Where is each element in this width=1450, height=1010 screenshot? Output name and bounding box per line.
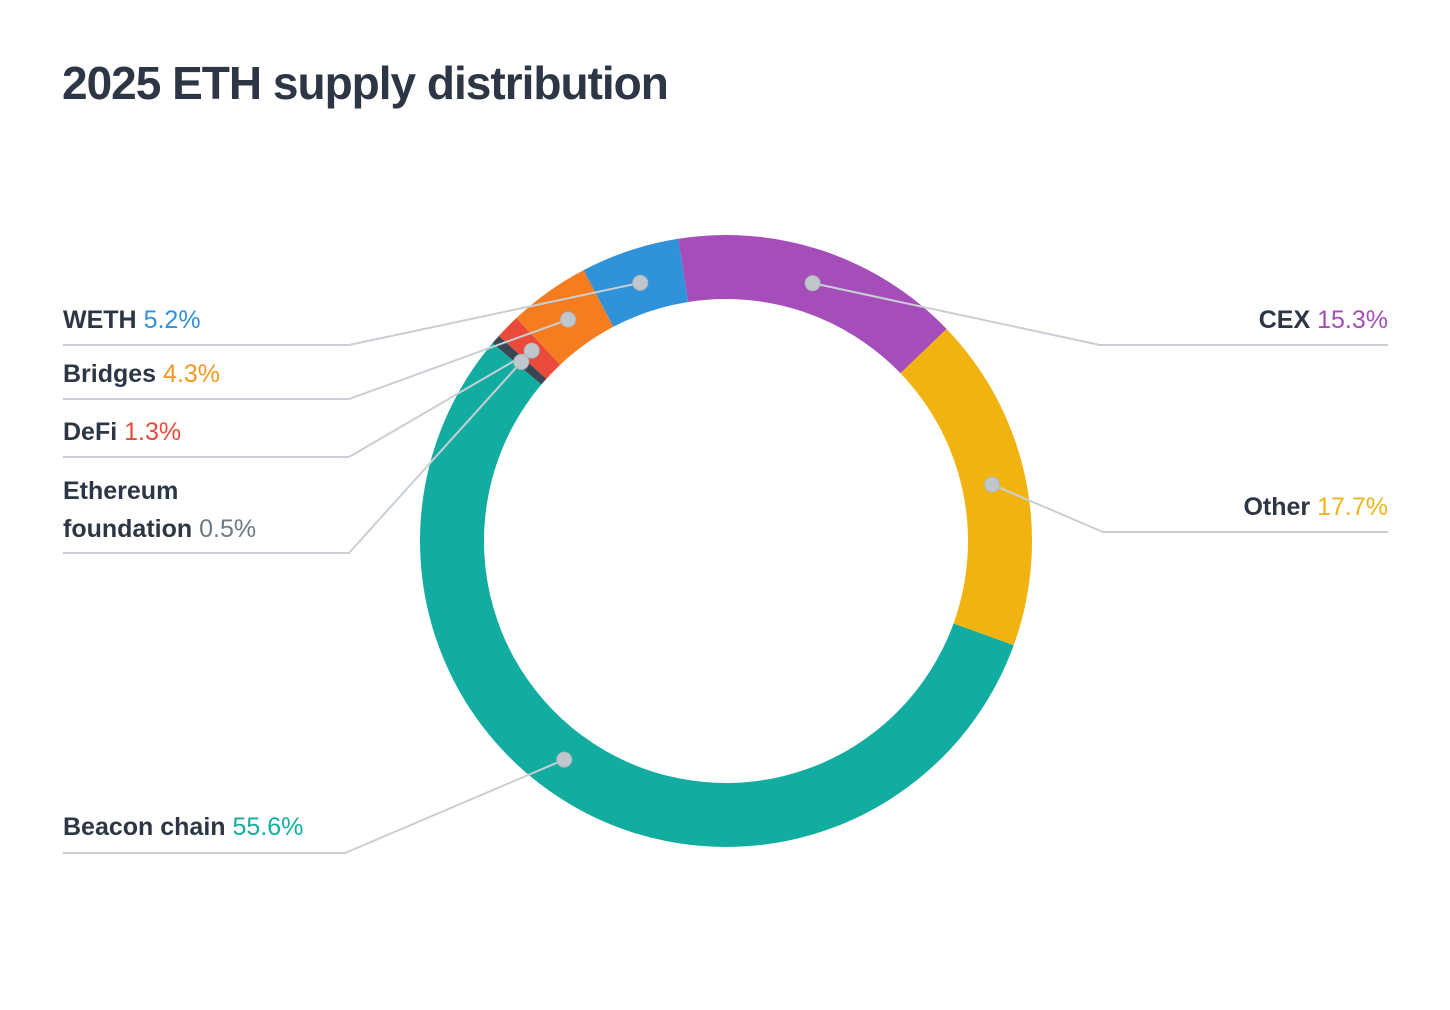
segment-label: CEX: [1258, 306, 1311, 334]
segment-value: 17.7%: [1317, 493, 1388, 521]
callout-other: Other 17.7%: [1243, 492, 1388, 522]
leader-line-ethereum-foundation: [63, 361, 523, 554]
segment-value: 4.3%: [163, 360, 221, 388]
leader-dot-beacon-chain: [556, 751, 573, 768]
leader-dot-bridges: [560, 311, 577, 328]
callout-weth: WETH 5.2%: [63, 305, 201, 335]
segment-label: Ethereum foundation: [63, 477, 193, 543]
segment-label: WETH: [63, 306, 137, 334]
page-title: 2025 ETH supply distribution: [62, 57, 669, 109]
leader-dot-ethereum-foundation: [513, 353, 530, 370]
leader-dot-cex: [804, 275, 821, 292]
segment-label: Beacon chain: [63, 813, 226, 841]
callout-cex: CEX 15.3%: [1259, 305, 1388, 335]
callout-beacon-chain: Beacon chain 55.6%: [63, 812, 303, 842]
leader-line-defi: [63, 349, 533, 458]
callout-defi: DeFi 1.3%: [63, 417, 181, 447]
segment-label: Other: [1243, 493, 1311, 521]
segment-label: Bridges: [63, 360, 157, 388]
segment-value: 15.3%: [1317, 306, 1388, 334]
segment-value: 55.6%: [232, 813, 304, 841]
leader-dot-weth: [632, 274, 649, 291]
segment-value: 0.5%: [199, 515, 257, 543]
segment-label: DeFi: [63, 418, 118, 446]
donut-segment-cex: [678, 235, 947, 374]
segment-value: 5.2%: [143, 306, 201, 334]
leader-line-weth: [63, 281, 641, 346]
leader-dot-other: [984, 476, 1001, 493]
donut-segment-beacon-chain: [420, 343, 1014, 847]
donut-segment-other: [900, 328, 1032, 646]
leader-line-other: [991, 483, 1388, 533]
leader-dot-defi: [523, 342, 540, 359]
leader-line-bridges: [63, 318, 569, 400]
leader-line-beacon-chain: [63, 758, 565, 854]
callout-bridges: Bridges 4.3%: [63, 359, 220, 389]
footer: cointelegraph.com source: nature.com: [0, 890, 1450, 1010]
segment-value: 1.3%: [124, 418, 182, 446]
leader-line-cex: [812, 282, 1388, 346]
callout-ethereum-foundation: Ethereum foundation 0.5%: [63, 472, 303, 548]
